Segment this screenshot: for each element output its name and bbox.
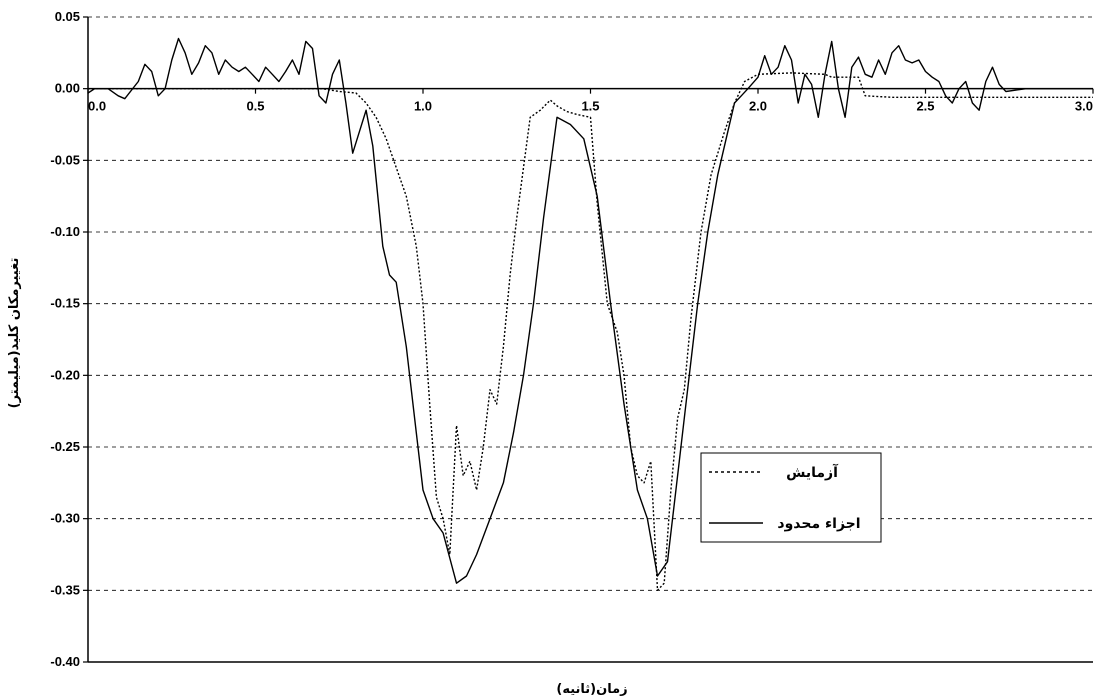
x-tick-label: 2.0: [749, 99, 767, 114]
y-tick-labels: 0.05 0.00 -0.05 -0.10 -0.15 -0.20 -0.25 -0.30 -0…: [50, 9, 88, 669]
series-line-1: [87, 37, 1093, 584]
y-tick-label: -0.10: [50, 224, 80, 239]
y-axis-title: تغییرمکان کلید(میلیمتر): [7, 258, 22, 409]
y-tick-label: -0.30: [50, 511, 80, 526]
legend-label-experiment: آزمایش: [786, 463, 839, 481]
y-tick-label: 0.05: [55, 9, 80, 24]
y-tick-label: -0.40: [50, 654, 80, 669]
y-tick-label: -0.35: [50, 582, 80, 597]
x-axis-title: زمان(ثانیه): [556, 682, 627, 697]
y-tick-label: 0.00: [55, 81, 80, 96]
legend: آزمایش اجزاء محدود: [700, 452, 882, 543]
series-layer: [87, 37, 1093, 591]
series-line-0: [88, 72, 1093, 591]
y-tick-label: -0.15: [50, 296, 80, 311]
legend-box: [700, 452, 882, 543]
x-tick-label: 0.0: [88, 99, 106, 114]
y-tick-label: -0.25: [50, 439, 80, 454]
y-tick-label: -0.05: [50, 152, 80, 167]
x-tick-labels: 0.0 0.5 1.0 1.5 2.0 2.5 3.0: [87, 88, 1094, 114]
x-tick-label: 2.5: [916, 99, 934, 114]
y-tick-label: -0.20: [50, 367, 80, 382]
x-tick-label: 0.5: [246, 99, 264, 114]
x-tick-label: 3.0: [1075, 99, 1093, 114]
legend-label-fem: اجزاء محدود: [777, 516, 860, 532]
x-tick-label: 1.5: [581, 99, 599, 114]
x-tick-label: 1.0: [414, 99, 432, 114]
